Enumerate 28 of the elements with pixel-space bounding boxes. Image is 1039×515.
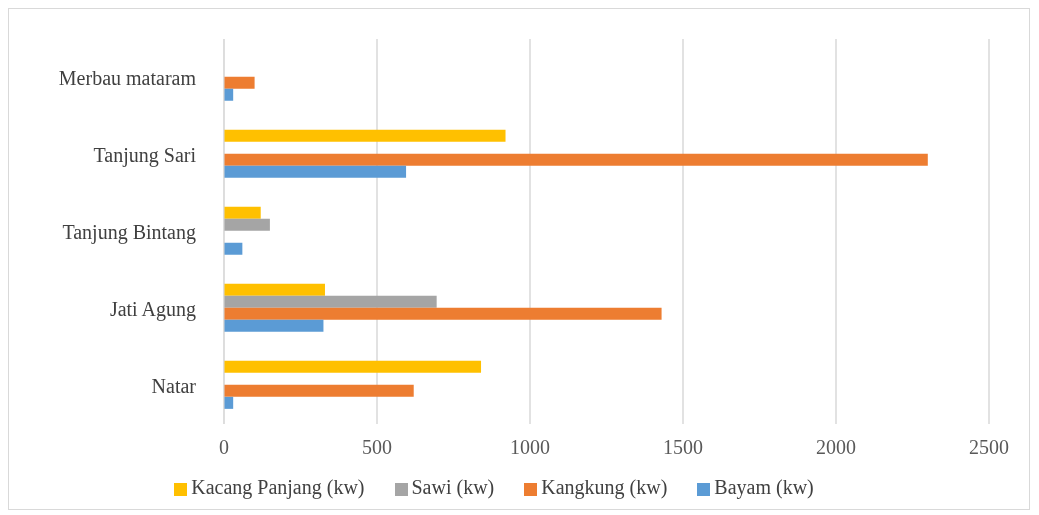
y-tick-label: Jati Agung	[109, 297, 196, 321]
legend-label: Sawi (kw)	[411, 476, 495, 498]
y-tick-label: Natar	[151, 374, 197, 397]
bar	[224, 153, 928, 166]
y-tick-label: Tanjung Bintang	[62, 220, 196, 244]
y-tick-label: Tanjung Sari	[93, 143, 197, 167]
bar	[224, 319, 324, 332]
x-tick-label: 0	[219, 436, 229, 459]
bar	[224, 307, 662, 320]
bar	[224, 242, 243, 255]
bar	[224, 360, 482, 373]
bar	[224, 295, 437, 308]
x-tick-label: 2500	[969, 436, 1009, 459]
bar	[224, 218, 270, 231]
x-tick-label: 1500	[663, 436, 703, 459]
bar	[224, 129, 506, 142]
bar	[224, 76, 255, 89]
legend-label: Bayam (kw)	[714, 476, 814, 498]
y-tick-label: Merbau mataram	[58, 66, 197, 89]
legend-label: Kangkung (kw)	[541, 476, 668, 498]
legend-label: Kacang Panjang (kw)	[191, 476, 365, 498]
x-tick-label: 500	[362, 436, 392, 459]
bar	[224, 384, 414, 397]
bar	[224, 165, 407, 178]
bar	[224, 283, 325, 296]
x-tick-label: 2000	[816, 436, 856, 459]
x-tick-label: 1000	[510, 436, 550, 459]
bar	[224, 206, 261, 219]
